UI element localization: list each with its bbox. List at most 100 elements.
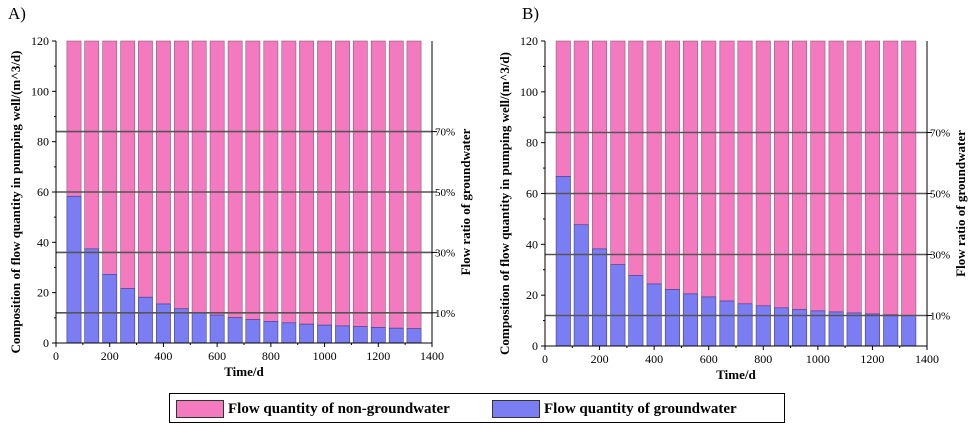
legend-label-groundwater: Flow quantity of groundwater (544, 400, 737, 417)
panel-a-y-tick-label: 100 (31, 84, 49, 98)
panel-a-bar-groundwater (352, 326, 368, 344)
panel-a-bar-groundwater (156, 303, 171, 344)
panel-b-bar-non-groundwater (664, 40, 680, 290)
panel-a-bar-groundwater (406, 328, 422, 344)
legend-swatch-groundwater (492, 400, 540, 418)
panel-a-y-tick-label: 120 (31, 34, 49, 48)
panel-a-bar-groundwater (66, 195, 82, 344)
panel-b-bar-groundwater (846, 312, 862, 347)
panel-a-bar-non-groundwater (352, 40, 368, 327)
panel-a-bar-non-groundwater (335, 40, 350, 327)
panel-b-y-axis-label: Composition of flow quantity in pumping … (497, 52, 512, 355)
panel-b-bar-groundwater (628, 275, 644, 347)
panel-a-bar-groundwater (245, 319, 261, 344)
panel-a-bar-groundwater (174, 308, 189, 344)
panel-b-x-tick-label: 200 (591, 352, 609, 366)
panel-a-x-tick-label: 1200 (366, 349, 390, 363)
panel-b-bar-groundwater (828, 311, 844, 347)
panel-a-y-tick-label: 0 (43, 336, 49, 350)
panel-b-bar-non-groundwater (864, 40, 880, 315)
panel-b-bar-non-groundwater (774, 40, 790, 309)
panel-b-y-tick-label: 100 (520, 85, 538, 99)
panel-b-bar-non-groundwater (682, 40, 698, 295)
panel-a-y-tick-label: 80 (37, 135, 49, 149)
panel-b-x-tick-label: 400 (645, 352, 663, 366)
panel-a-bar-non-groundwater (84, 40, 100, 250)
panel-b-bar-non-groundwater (646, 40, 662, 285)
panel-a-bar-groundwater (102, 273, 118, 344)
panel-b-bar-groundwater (737, 303, 753, 347)
panel-b-ratio-label: 50% (930, 189, 950, 201)
panel-a-bar-non-groundwater (317, 40, 332, 326)
panel-a-bar-groundwater (263, 321, 279, 344)
panel-a-bar-groundwater (281, 322, 297, 344)
panel-b-bar-non-groundwater (628, 40, 644, 276)
panel-a-bar-groundwater (299, 323, 314, 344)
panel-a-bar-groundwater (138, 296, 153, 344)
panel-a-y-tick-label: 20 (37, 286, 49, 300)
legend: Flow quantity of non-groundwater Flow qu… (169, 393, 785, 423)
panel-b-title: B) (522, 4, 539, 23)
panel-b-bar-non-groundwater (701, 40, 717, 298)
panel-b-bar-groundwater (610, 264, 626, 347)
panel-b-y-tick-label: 0 (532, 339, 538, 353)
panel-b-bar-groundwater (701, 296, 717, 347)
panel-b-bar-groundwater (774, 307, 790, 347)
panel-a-y-tick-label: 40 (37, 235, 49, 249)
panel-a-bar-non-groundwater (102, 40, 118, 275)
panel-a-bar-non-groundwater (370, 40, 386, 328)
panel-b-bar-non-groundwater (901, 40, 917, 316)
panel-b-x-tick-label: 800 (754, 352, 772, 366)
panel-b-x-axis-label: Time/d (716, 367, 756, 382)
panel-a-bar-groundwater (317, 324, 332, 344)
panel-b-x-tick-label: 1400 (915, 352, 939, 366)
panel-b-bar-non-groundwater (755, 40, 771, 307)
panel-a-y-axis-label: Composition of flow quantity in pumping … (8, 51, 23, 354)
panel-a-bar-non-groundwater (245, 40, 261, 320)
panel-a-bar-non-groundwater (299, 40, 314, 325)
panel-a-x-tick-label: 600 (208, 349, 226, 363)
panel-b-y-axis-right-label: Flow ratio of groundwater (953, 130, 968, 277)
panel-b-ratio-label: 10% (930, 311, 950, 323)
panel-a-bar-groundwater (388, 327, 404, 344)
panel-b-y-tick-label: 40 (526, 237, 538, 251)
legend-swatch-non-groundwater (176, 400, 224, 418)
panel-a-ratio-label: 30% (435, 247, 455, 259)
panel-b-x-tick-label: 1000 (806, 352, 830, 366)
panel-b-bar-non-groundwater (737, 40, 753, 305)
panel-b-bar-non-groundwater (719, 40, 735, 302)
panel-b-bar-non-groundwater (610, 40, 626, 265)
panel-b-bar-non-groundwater (792, 40, 808, 310)
panel-a-x-tick-label: 1000 (313, 349, 337, 363)
panel-a-ratio-label: 50% (435, 187, 455, 199)
panel-b-ratio-label: 70% (930, 128, 950, 140)
panel-a-bar-non-groundwater (281, 40, 297, 324)
panel-b-bar-groundwater (592, 248, 608, 347)
panel-a-x-tick-label: 200 (101, 349, 119, 363)
panel-b-y-tick-label: 120 (520, 34, 538, 48)
panel-b-bar-non-groundwater (846, 40, 862, 314)
panel-a-bar-non-groundwater (156, 40, 171, 305)
panel-b-bar-groundwater (901, 315, 917, 347)
panel-a-bar-groundwater (209, 314, 225, 344)
panel-b-bar-non-groundwater (810, 40, 826, 312)
panel-b-bar-groundwater (864, 313, 880, 347)
panel-a-x-tick-label: 1400 (420, 349, 444, 363)
panel-b-bar-groundwater (883, 314, 899, 347)
panel-a-bar-non-groundwater (406, 40, 422, 329)
panel-a-x-axis-label: Time/d (224, 364, 264, 379)
panel-a-y-axis-right-label: Flow ratio of groundwater (458, 128, 473, 275)
panel-a-bar-non-groundwater (66, 40, 82, 197)
panel-b-y-tick-label: 60 (526, 187, 538, 201)
panel-a-bar-non-groundwater (209, 40, 225, 316)
panel-a-bar-non-groundwater (227, 40, 243, 318)
panel-a-bar-non-groundwater (174, 40, 189, 310)
panel-b-bar-groundwater (555, 176, 571, 347)
panel-a-bar-groundwater (84, 248, 100, 344)
legend-item-non-groundwater: Flow quantity of non-groundwater (176, 399, 450, 419)
panel-b-bar-groundwater (664, 289, 680, 347)
panel-b-x-tick-label: 0 (542, 352, 548, 366)
panel-b-bar-groundwater (719, 300, 735, 347)
panel-a-bar-groundwater (335, 325, 350, 344)
